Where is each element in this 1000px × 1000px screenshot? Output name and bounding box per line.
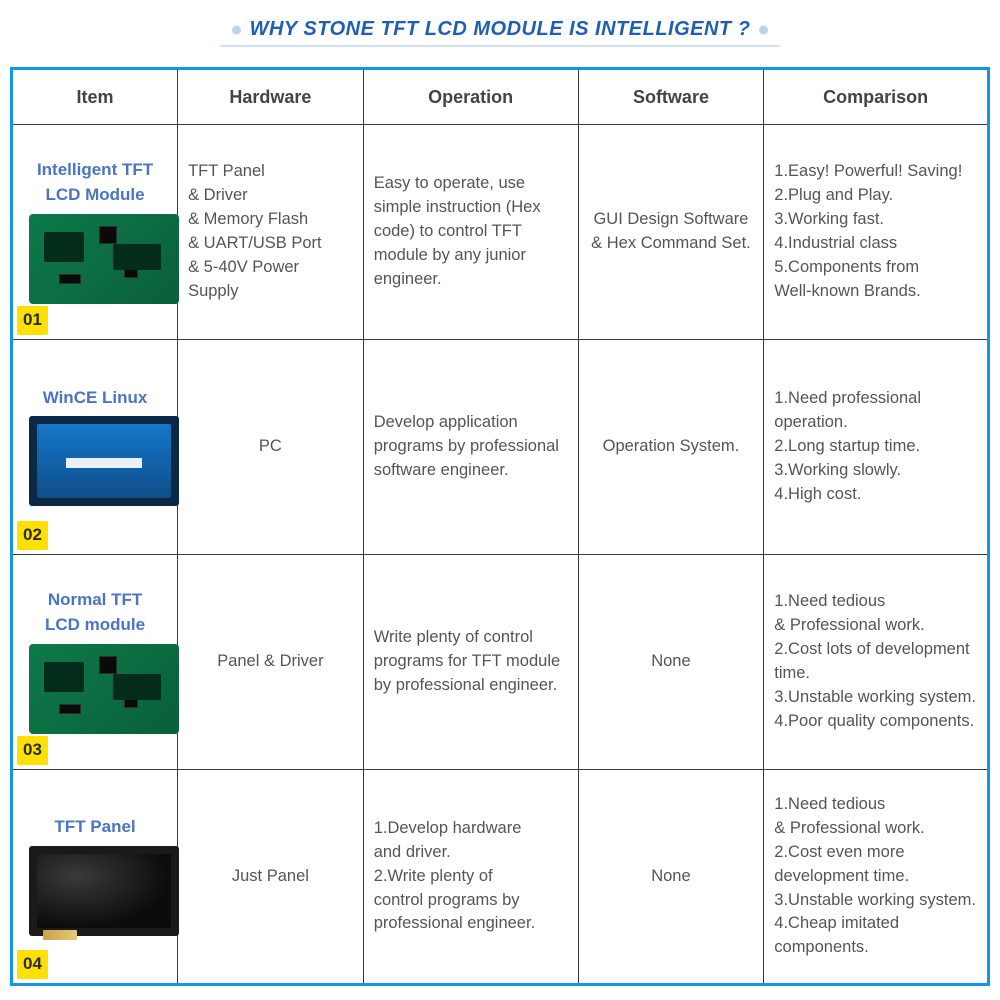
comparison-cell: 1.Easy! Powerful! Saving! 2.Plug and Pla…: [764, 125, 989, 340]
item-label: Intelligent TFT LCD Module: [29, 158, 161, 207]
col-header-hardware: Hardware: [178, 69, 364, 125]
software-cell: GUI Design Software & Hex Command Set.: [578, 125, 764, 340]
software-cell: Operation System.: [578, 340, 764, 555]
col-header-operation: Operation: [363, 69, 578, 125]
software-cell: None: [578, 555, 764, 770]
col-header-software: Software: [578, 69, 764, 125]
row-badge: 02: [17, 521, 48, 550]
item-label: WinCE Linux: [29, 386, 161, 411]
table-header-row: Item Hardware Operation Software Compari…: [12, 69, 989, 125]
item-label: Normal TFT LCD module: [29, 588, 161, 637]
row-badge: 04: [17, 950, 48, 979]
operation-cell: 1.Develop hardware and driver. 2.Write p…: [363, 770, 578, 985]
operation-cell: Develop application programs by professi…: [363, 340, 578, 555]
product-thumb: [29, 416, 179, 506]
hardware-cell: Just Panel: [178, 770, 364, 985]
software-cell: None: [578, 770, 764, 985]
hardware-cell: Panel & Driver: [178, 555, 364, 770]
page: WHY STONE TFT LCD MODULE IS INTELLIGENT …: [0, 0, 1000, 1000]
item-label: TFT Panel: [29, 815, 161, 840]
table-row: TFT Panel 04 Just Panel1.Develop hardware …: [12, 770, 989, 985]
product-thumb: [29, 846, 179, 936]
col-header-item: Item: [12, 69, 178, 125]
page-title: WHY STONE TFT LCD MODULE IS INTELLIGENT …: [236, 18, 765, 41]
comparison-cell: 1.Need tedious & Professional work. 2.Co…: [764, 555, 989, 770]
comparison-table: Item Hardware Operation Software Compari…: [10, 67, 990, 986]
title-underline: [220, 45, 780, 47]
table-row: Normal TFT LCD module 03 Panel & DriverWri…: [12, 555, 989, 770]
product-thumb: [29, 644, 179, 734]
item-cell: Normal TFT LCD module 03: [12, 555, 178, 770]
row-badge: 03: [17, 736, 48, 765]
item-cell: WinCE Linux 02: [12, 340, 178, 555]
hardware-cell: TFT Panel & Driver & Memory Flash & UART…: [178, 125, 364, 340]
title-area: WHY STONE TFT LCD MODULE IS INTELLIGENT …: [0, 0, 1000, 57]
product-thumb: [29, 214, 179, 304]
item-cell: TFT Panel 04: [12, 770, 178, 985]
comparison-cell: 1.Need tedious & Professional work. 2.Co…: [764, 770, 989, 985]
col-header-comparison: Comparison: [764, 69, 989, 125]
row-badge: 01: [17, 306, 48, 335]
operation-cell: Easy to operate, use simple instruction …: [363, 125, 578, 340]
hardware-cell: PC: [178, 340, 364, 555]
item-cell: Intelligent TFT LCD Module 01: [12, 125, 178, 340]
comparison-cell: 1.Need professional operation. 2.Long st…: [764, 340, 989, 555]
table-row: WinCE Linux 02 PCDevelop application progr…: [12, 340, 989, 555]
table-row: Intelligent TFT LCD Module 01 TFT Panel & …: [12, 125, 989, 340]
operation-cell: Write plenty of control programs for TFT…: [363, 555, 578, 770]
